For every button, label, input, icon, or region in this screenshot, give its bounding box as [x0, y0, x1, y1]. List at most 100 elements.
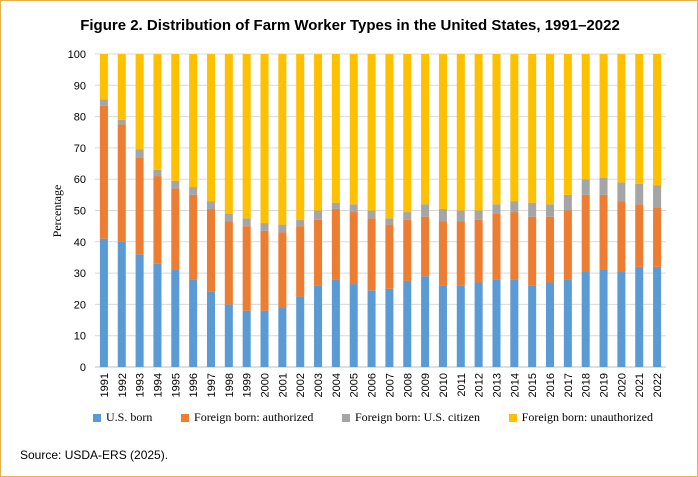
bar-segment [260, 223, 269, 231]
x-tick-label: 2003 [313, 373, 325, 397]
bar-segment [171, 188, 180, 270]
bar-segment [278, 232, 287, 308]
y-tick-label: 90 [74, 80, 86, 92]
bar-segment [349, 212, 358, 285]
bar-segment [117, 54, 126, 120]
bar-segment [117, 119, 126, 125]
bar-segment [99, 99, 108, 106]
bar-segment [242, 226, 251, 311]
bar-segment [599, 269, 608, 367]
legend-label: Foreign born: U.S. citizen [355, 410, 480, 424]
x-tick-label: 2020 [616, 373, 628, 397]
x-tick-label: 2009 [420, 373, 432, 397]
x-tick-label: 2000 [260, 373, 272, 397]
legend-swatch [342, 413, 350, 422]
bar-segment [438, 54, 447, 209]
x-tick-label: 2010 [438, 373, 450, 397]
bar-segment [653, 207, 662, 267]
x-tick-label: 2016 [545, 373, 557, 397]
legend-swatch [181, 413, 190, 422]
bar-segment [563, 279, 572, 367]
legend-item-citizen: Foreign born: U.S. citizen [342, 410, 480, 425]
x-tick-label: 2008 [402, 373, 414, 397]
bar-segment [510, 201, 519, 213]
bar-segment [474, 282, 483, 367]
bar-segment [135, 254, 144, 367]
bar-segment [510, 279, 519, 367]
bar-segment [599, 54, 608, 178]
bar-segment [474, 210, 483, 220]
x-tick-label: 1999 [242, 373, 254, 397]
bar-segment [296, 219, 305, 227]
bar-segment [242, 54, 251, 219]
bar-segment [492, 54, 501, 205]
x-tick-label: 1997 [206, 373, 218, 397]
bar-segment [421, 54, 430, 205]
x-tick-label: 2005 [349, 373, 361, 397]
y-tick-label: 50 [74, 206, 86, 218]
legend-item-unauthorized: Foreign born: unauthorized [508, 410, 653, 425]
bar-segment [563, 194, 572, 211]
bar-segment [599, 177, 608, 195]
bar-segment [296, 54, 305, 220]
y-tick-label: 40 [74, 237, 86, 249]
legend-item-authorized: Foreign born: authorized [181, 410, 313, 425]
bar-segment [153, 176, 162, 264]
bar-segment [510, 212, 519, 280]
bar-segment [171, 54, 180, 181]
bar-segment [599, 194, 608, 270]
x-tick-label: 1992 [117, 373, 129, 397]
bar-segment [296, 226, 305, 297]
bar-segment [421, 204, 430, 217]
x-tick-label: 1998 [224, 373, 236, 397]
bar-segment [367, 290, 376, 367]
bar-segment [260, 310, 269, 367]
y-tick-label: 0 [80, 362, 86, 374]
x-tick-label: 2004 [331, 373, 343, 397]
bar-segment [581, 179, 590, 195]
bar-segment [314, 54, 323, 211]
bar-segment [438, 285, 447, 367]
bar-segment [474, 219, 483, 283]
x-tick-label: 1995 [170, 373, 182, 397]
bar-segment [153, 54, 162, 170]
bar-segment [189, 279, 198, 367]
bar-segment [224, 213, 233, 222]
bar-segment [367, 54, 376, 211]
bar-segment [474, 54, 483, 211]
y-tick-label: 80 [74, 112, 86, 124]
bar-segment [617, 271, 626, 367]
bar-segment [403, 219, 412, 281]
y-tick-label: 30 [74, 268, 86, 280]
bar-segment [171, 269, 180, 367]
bar-segment [492, 213, 501, 280]
chart-title: Figure 2. Distribution of Farm Worker Ty… [80, 17, 620, 34]
x-tick-label: 2022 [652, 373, 664, 397]
bar-segment [260, 230, 269, 311]
x-tick-label: 1991 [99, 373, 111, 397]
bar-segment [546, 204, 555, 217]
bar-segment [278, 54, 287, 225]
x-tick-label: 2014 [509, 373, 521, 397]
bar-segment [635, 183, 644, 205]
x-tick-label: 2002 [295, 373, 307, 397]
bar-segment [385, 224, 394, 289]
bar-segment [635, 266, 644, 367]
bar-segment [403, 280, 412, 367]
bar-segment [617, 201, 626, 272]
bar-segment [456, 54, 465, 211]
bar-segment [242, 310, 251, 367]
bar-segment [171, 180, 180, 189]
bar-segment [421, 216, 430, 277]
bar-segment [242, 218, 251, 227]
bar-segment [99, 105, 108, 239]
bar-segment [653, 266, 662, 367]
bar-segment [331, 54, 340, 203]
y-tick-label: 20 [74, 299, 86, 311]
x-tick-label: 2015 [527, 373, 539, 397]
bar-segment [189, 194, 198, 280]
legend-label: Foreign born: unauthorized [521, 410, 653, 424]
bar-segment [99, 54, 108, 100]
bar-segment [314, 210, 323, 220]
bar-segment [224, 54, 233, 214]
